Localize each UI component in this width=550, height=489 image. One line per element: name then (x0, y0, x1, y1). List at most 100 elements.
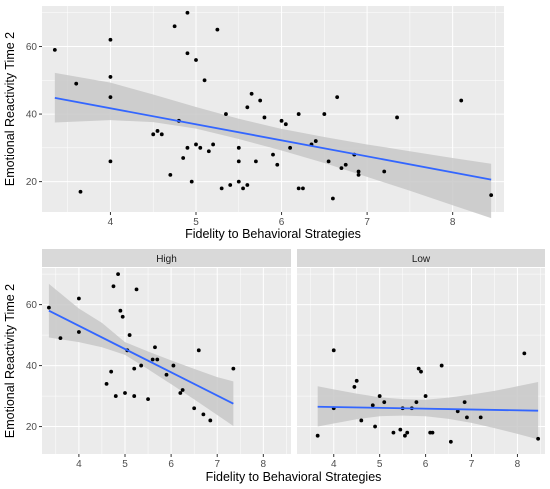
top-data-point (78, 189, 83, 194)
facet-low-x-tick-label: 8 (515, 459, 521, 470)
facet-low-data-point (536, 436, 541, 441)
top-data-point (215, 27, 220, 32)
top-data-point (279, 118, 284, 123)
facet-high-data-point (116, 272, 120, 276)
top-data-point (172, 24, 177, 29)
top-data-point (339, 166, 344, 170)
facet-high-data-point (180, 388, 185, 392)
facet-low-data-point (478, 415, 483, 420)
facet-low-data-point (403, 433, 407, 438)
facet-low-regression-line (317, 405, 539, 412)
facet-high-strip (42, 249, 291, 267)
top-data-point (108, 75, 113, 79)
facet-high-data-point (118, 308, 123, 313)
top-data-point (206, 149, 211, 154)
facet-high-data-point (139, 363, 144, 368)
facet-low-data-point (405, 430, 410, 435)
facet-high-data-point (47, 305, 51, 310)
facet-high-data-point (153, 345, 157, 350)
top-data-point (108, 159, 113, 164)
facet-low-data-point (455, 409, 460, 414)
facet-high-x-tick-label: 7 (214, 459, 220, 470)
top-data-point (459, 98, 464, 103)
facet-low-data-point (439, 363, 444, 368)
top-data-point (313, 139, 318, 143)
facet-high-data-point (150, 357, 155, 362)
top-x-tick-label: 4 (108, 217, 114, 228)
top-data-point (198, 145, 203, 150)
facet-high-regression-line (48, 309, 234, 405)
top-data-point (159, 132, 164, 137)
top-data-point (219, 186, 224, 191)
facet-low-data-point (419, 369, 423, 374)
top-data-point (489, 193, 494, 198)
top-x-tick-label: 6 (279, 217, 285, 228)
facet-low-x-tick-label: 7 (469, 459, 475, 470)
facet-high-x-tick-label: 4 (76, 459, 82, 470)
top-data-point (253, 159, 258, 164)
top-data-point (211, 142, 216, 147)
facet-high-data-point (132, 366, 137, 371)
top-data-point (228, 183, 233, 187)
facet-high-x-tick-label: 5 (122, 459, 128, 470)
facet-high-strip-label: High (156, 254, 177, 265)
top-data-point (185, 145, 190, 150)
top-data-point (335, 95, 340, 100)
top-y-axis-title: Emotional Reactivity Time 2 (3, 32, 17, 186)
top-y-tick-label: 60 (26, 42, 38, 53)
top-data-point (288, 145, 293, 150)
facet-high-data-point (104, 381, 109, 386)
top-x-axis-title: Fidelity to Behavioral Strategies (185, 227, 361, 241)
top-data-point (326, 159, 331, 164)
facet-low-data-point (448, 439, 453, 444)
top-data-point (74, 81, 79, 86)
facet-low-data-point (430, 430, 435, 435)
top-data-point (395, 115, 399, 120)
top-data-point (236, 179, 241, 184)
facet-high-data-point (111, 284, 116, 289)
facet-low-x-tick-label: 4 (331, 459, 337, 470)
top-data-point (224, 112, 228, 116)
facet-high-data-point (132, 394, 137, 398)
top-data-point (168, 172, 173, 177)
bottom-y-axis-title: Emotional Reactivity Time 2 (3, 284, 17, 438)
top-data-point (185, 51, 190, 56)
top-data-point (194, 58, 198, 62)
facet-low-x-tick-label: 5 (377, 459, 383, 470)
facet-low-data-point (315, 433, 320, 438)
top-plot: 4 5 6 7 8 20 40 60 Fidelity to Behavioral Strate… (3, 6, 504, 241)
facet-low-strip (297, 249, 545, 267)
facet-high-data-point (113, 394, 118, 398)
top-data-point (356, 169, 361, 174)
top-x-tick-label: 8 (450, 217, 456, 228)
top-data-point (189, 179, 194, 184)
facet-low-confidence-ribbon (317, 382, 539, 440)
facet-low-data-point (416, 366, 421, 371)
facet-high-data-point (178, 391, 183, 395)
top-data-point (301, 186, 305, 191)
facet-high-data-point (127, 333, 132, 337)
top-data-point (258, 98, 263, 103)
facet-high-x-tick-label: 6 (168, 459, 174, 470)
facet-low-data-point (522, 351, 527, 356)
top-data-point (262, 115, 267, 120)
facet-high-data-point (134, 287, 139, 292)
facet-high-data-point (58, 336, 63, 341)
facet-low-data-point (370, 403, 375, 408)
top-data-point (356, 172, 361, 177)
facet-low-data-point (391, 430, 396, 435)
top-x-tick-label: 5 (193, 217, 199, 228)
facet-low-data-point (331, 348, 336, 353)
facet-high-x-tick-label: 8 (261, 459, 267, 470)
top-data-point (181, 156, 186, 160)
facet-low-data-point (465, 415, 469, 420)
facet-high-data-point (120, 314, 125, 319)
facet-low-x-tick-label: 6 (423, 459, 429, 470)
facet-high-data-point (192, 406, 197, 411)
facet-low-data-point (373, 424, 377, 429)
top-data-point (296, 186, 301, 191)
facet-low-data-point (382, 400, 387, 405)
bottom-x-axis-title: Fidelity to Behavioral Strategies (206, 470, 382, 484)
top-data-point (249, 91, 254, 96)
